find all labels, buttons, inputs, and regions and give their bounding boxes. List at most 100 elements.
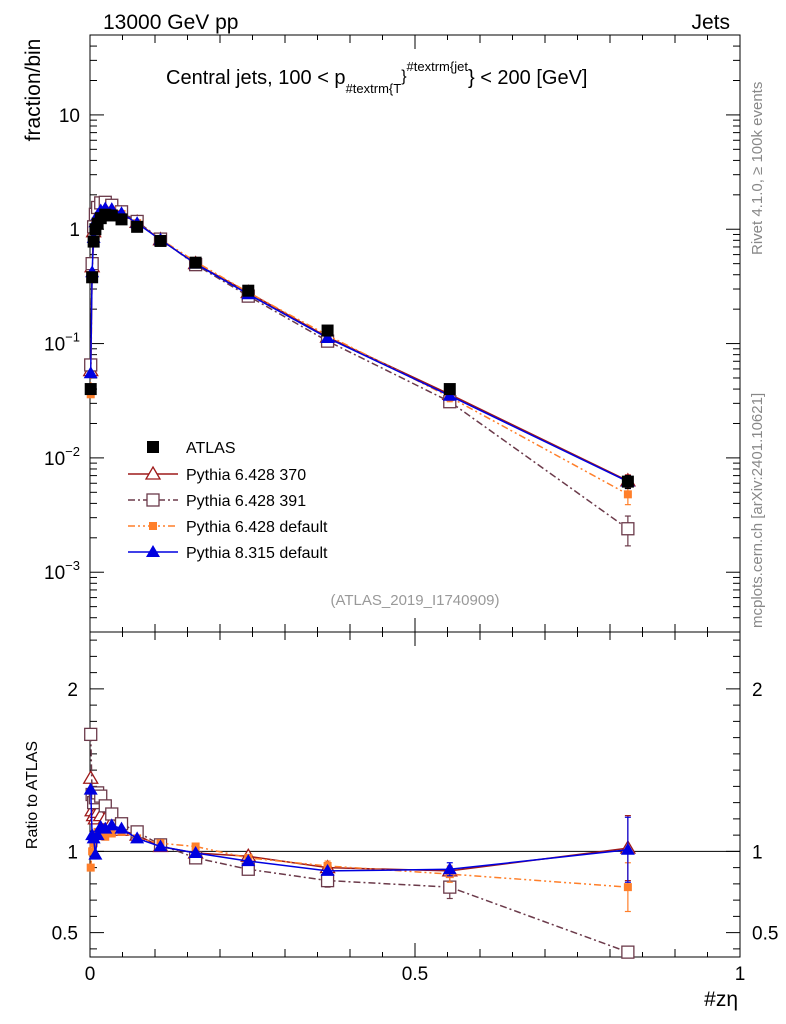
data-point-py6_391 (84, 727, 98, 742)
data-point-py6_391 (443, 880, 457, 894)
rivet-version-label: Rivet 4.1.0, ≥ 100k events (749, 82, 766, 255)
chart-title-prefix: Central jets, 100 < p (166, 67, 346, 89)
series-py6_default (86, 827, 632, 913)
series-py6_391 (84, 195, 635, 547)
data-point-atlas (84, 383, 97, 396)
data-point-atlas (443, 383, 456, 396)
data-point-py8_default (90, 828, 105, 841)
series-line-py8_default (89, 789, 628, 872)
tick-exponent: −1 (65, 330, 80, 345)
data-point-py6_default (86, 863, 95, 872)
legend-entry-atlas: ATLAS (147, 440, 236, 457)
main-y-tick-label: 10−2 (44, 444, 80, 470)
x-tick-label: 0.5 (402, 964, 428, 985)
process-label: Jets (691, 11, 730, 34)
data-point-py8_default (442, 862, 457, 875)
energy-label: 13000 GeV pp (103, 11, 238, 34)
data-point-atlas (621, 475, 634, 488)
legend-entry-py6-370: Pythia 6.428 370 (128, 465, 306, 484)
chart-title-superscript: #textrm{jet (407, 59, 469, 74)
data-point-py8_default (83, 782, 98, 795)
data-point-py6_default (88, 847, 97, 856)
x-tick-label: 1 (735, 964, 746, 985)
chart-title-suffix: } < 200 [GeV] (468, 67, 588, 89)
legend-marker-py8-default (146, 545, 160, 557)
data-point-atlas (321, 324, 334, 337)
data-point-py8_default (320, 863, 335, 876)
legend-label-atlas: ATLAS (186, 440, 236, 457)
legend-entry-py8-default: Pythia 8.315 default (128, 545, 328, 562)
data-point-py8_default (114, 821, 129, 834)
legend-marker-py6-370 (144, 465, 162, 480)
data-point-atlas (105, 209, 118, 222)
tick-exponent: −3 (65, 558, 80, 573)
data-point-atlas (115, 213, 128, 226)
legend-label-py6-default: Pythia 6.428 default (186, 519, 328, 536)
series-py6_370 (82, 769, 637, 882)
data-point-py6_default (623, 883, 632, 892)
legend-label-py6-391: Pythia 6.428 391 (186, 493, 306, 510)
data-point-py8_default (620, 842, 635, 855)
series-line-py6_default (89, 830, 628, 888)
x-axis-label: #zη (704, 988, 738, 1011)
series-line-py6_391 (89, 734, 629, 953)
series-atlas (84, 208, 634, 490)
data-point-py8_default (320, 330, 335, 343)
legend-label-py8-default: Pythia 8.315 default (186, 545, 328, 562)
analysis-watermark: (ATLAS_2019_I1740909) (330, 592, 499, 609)
chart-title-subscript: #textrm{T (346, 81, 402, 96)
tick-mantissa: 10 (44, 335, 65, 356)
data-point-py8_default (241, 854, 256, 867)
legend-marker-py6-default (149, 522, 157, 530)
ratio-y-tick-label: 0.5 (52, 924, 78, 945)
data-point-py8_default (153, 839, 168, 852)
data-point-atlas (242, 284, 255, 297)
tick-mantissa: 10 (59, 106, 80, 127)
data-point-py8_default (188, 846, 203, 858)
ratio-y-tick-label: 1 (67, 842, 78, 863)
main-y-tick-label: 10−1 (44, 330, 80, 356)
data-point-py8_default (98, 821, 113, 834)
ratio-y-tick-label-right: 0.5 (752, 924, 778, 945)
legend-label-py6-370: Pythia 6.428 370 (186, 467, 306, 484)
ratio-y-tick-label-right: 1 (752, 842, 763, 863)
ratio-axis-ticks: 0.5 0.5 1 1 2 2 0 0.5 1 (52, 639, 778, 985)
main-y-tick-label: 10−3 (44, 558, 80, 584)
series-py6_default (86, 206, 632, 506)
ratio-y-tick-label: 2 (67, 680, 78, 701)
main-panel-frame (89, 34, 741, 633)
data-point-atlas (87, 235, 100, 248)
data-point-atlas (189, 256, 202, 269)
legend-entry-py6-391: Pythia 6.428 391 (128, 493, 306, 510)
data-point-atlas (154, 234, 167, 247)
legend: ATLAS Pythia 6.428 370 Pythia 6.428 391 … (128, 440, 328, 562)
data-point-py6_391 (621, 522, 635, 536)
main-y-axis-label: fraction/bin (22, 39, 45, 142)
data-point-py6_default (623, 490, 632, 499)
chart-title: Central jets, 100 < p#textrm{T}#textrm{j… (166, 59, 587, 96)
main-series-group (82, 195, 637, 547)
tick-exponent: −2 (65, 444, 80, 459)
ratio-y-tick-label-right: 2 (752, 680, 763, 701)
tick-mantissa: 10 (44, 563, 65, 584)
data-point-py6_391 (621, 945, 635, 959)
data-point-py6_370 (82, 769, 99, 784)
ratio-series-group (82, 727, 637, 959)
mcplots-reference-label: mcplots.cern.ch [arXiv:2401.10621] (749, 393, 766, 628)
data-point-py8_default (104, 818, 119, 831)
data-point-atlas (131, 220, 144, 233)
main-y-tick-label: 10 (59, 106, 80, 127)
legend-marker-py6-391 (146, 493, 160, 507)
tick-mantissa: 10 (44, 449, 65, 470)
series-line-py6_370 (89, 778, 628, 872)
legend-marker-atlas (147, 441, 159, 453)
ratio-y-axis-label: Ratio to ATLAS (24, 741, 41, 849)
data-point-py8_default (130, 831, 145, 844)
x-tick-label: 0 (85, 964, 96, 985)
data-point-py6_default (101, 832, 110, 841)
series-line-py6_391 (89, 201, 629, 530)
tick-mantissa: 1 (69, 220, 80, 241)
data-point-atlas (86, 271, 99, 284)
